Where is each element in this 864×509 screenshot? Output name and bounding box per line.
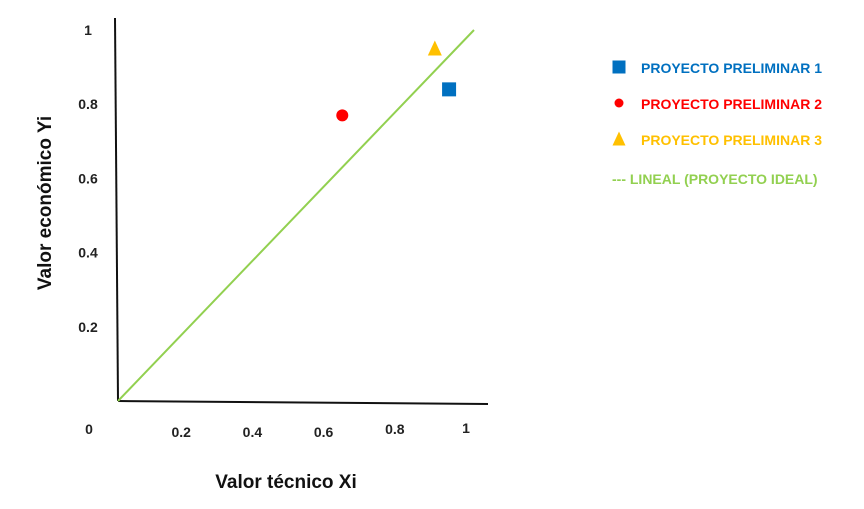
x-tick-labels: 0.2 0.4 0.6 0.8 1 — [171, 420, 470, 440]
data-point-series-1 — [442, 82, 457, 97]
y-axis-title: Valor económico Yi — [35, 116, 56, 290]
y-tick-label: 0.4 — [78, 245, 98, 261]
y-axis-line — [114, 17, 119, 402]
reference-line-group — [117, 29, 475, 402]
x-tick-label: 0.8 — [385, 421, 405, 437]
origin-label: 0 — [85, 421, 93, 437]
x-axis-title: Valor técnico Xi — [215, 472, 357, 493]
x-tick-label: 1 — [462, 420, 470, 436]
legend-label-series-2: PROYECTO PRELIMINAR 2 — [641, 96, 822, 112]
ideal-reference-line — [117, 29, 475, 402]
data-point-series-2 — [336, 109, 349, 122]
x-tick-label: 0.6 — [314, 424, 334, 440]
legend-label-reference-line: --- LINEAL (PROYECTO IDEAL) — [612, 171, 818, 187]
legend-label-series-1: PROYECTO PRELIMINAR 1 — [641, 60, 822, 76]
legend-marker-series-3 — [612, 131, 626, 146]
legend-marker-series-2 — [614, 98, 624, 108]
legend-marker-series-1 — [612, 60, 626, 74]
data-point-series-3 — [427, 40, 442, 56]
y-tick-label: 0.6 — [78, 170, 98, 186]
x-tick-label: 0.2 — [171, 424, 191, 440]
y-tick-label: 0.2 — [78, 319, 98, 335]
y-tick-labels: 0.2 0.4 0.6 0.8 1 — [78, 22, 98, 335]
y-tick-label: 1 — [84, 22, 92, 38]
legend: PROYECTO PRELIMINAR 1 PROYECTO PRELIMINAR… — [612, 60, 822, 187]
data-points — [336, 40, 457, 122]
legend-label-series-3: PROYECTO PRELIMINAR 3 — [641, 132, 822, 148]
x-axis-line — [117, 400, 489, 405]
y-tick-label: 0.8 — [78, 96, 98, 112]
x-tick-label: 0.4 — [243, 424, 263, 440]
